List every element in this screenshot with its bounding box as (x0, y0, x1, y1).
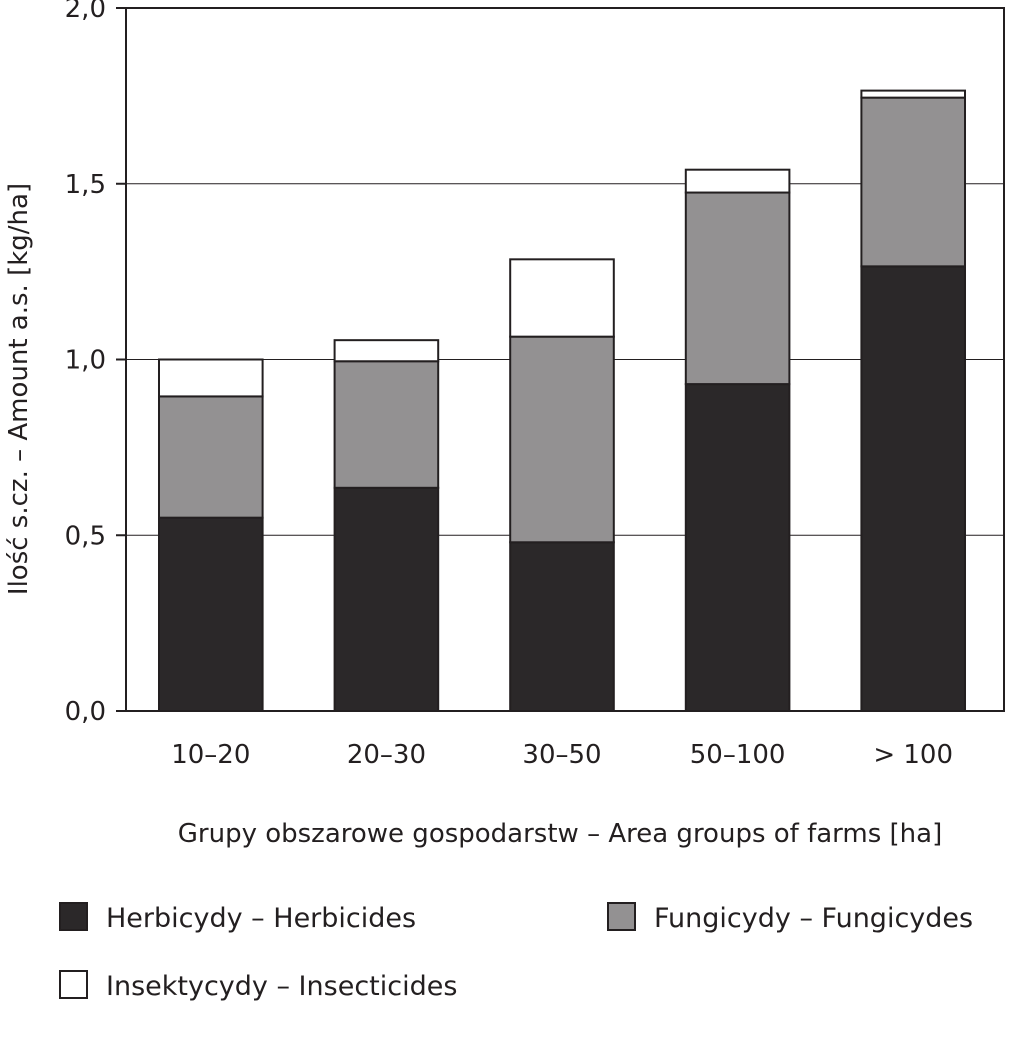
bar-segment (509, 541, 615, 713)
legend-label: Herbicydy – Herbicides (106, 903, 416, 934)
bar-segment (333, 339, 440, 363)
bar-segment (157, 358, 264, 398)
legend-swatch (59, 902, 88, 931)
bar-segment (860, 96, 967, 268)
bar-segment (684, 168, 791, 194)
y-tick-label: 1,0 (65, 346, 106, 376)
legend: Herbicydy – Herbicides Fungicydy – Fungic… (59, 902, 973, 1002)
bar-segment (333, 360, 440, 489)
legend-swatch (59, 970, 88, 999)
x-tick-label: 10–20 (171, 740, 250, 770)
legend-label: Fungicydy – Fungicydes (654, 903, 973, 934)
bar-segment (157, 516, 264, 712)
x-axis-title: Grupy obszarowe gospodarstw – Area group… (178, 819, 943, 849)
bar-segment (157, 395, 264, 519)
y-tick-label: 2,0 (65, 0, 106, 24)
bar-segment (860, 265, 967, 712)
x-tick-label: 30–50 (522, 740, 601, 770)
bar-segment (509, 335, 615, 544)
x-ticks: 10–20 20–30 30–50 50–100 > 100 (171, 740, 953, 770)
bars (157, 89, 967, 713)
y-axis-title: Ilość s.cz. – Amount a.s. [kg/ha] (4, 183, 34, 595)
x-tick-label: 20–30 (347, 740, 426, 770)
y-tick-label: 0,5 (65, 521, 106, 551)
y-tick-label: 1,5 (65, 170, 106, 200)
bar-segment (333, 486, 440, 712)
legend-swatch (607, 902, 636, 931)
bar-segment (509, 258, 615, 338)
x-tick-label: 50–100 (690, 740, 786, 770)
legend-label: Insektycydy – Insecticides (106, 971, 457, 1002)
bar-segment (860, 89, 967, 99)
y-ticks: 0,0 0,5 1,0 1,5 2,0 (65, 0, 126, 727)
y-tick-label: 0,0 (65, 697, 106, 727)
x-tick-label: > 100 (873, 740, 953, 770)
bar-segment (684, 383, 791, 712)
bar-segment (684, 191, 791, 386)
